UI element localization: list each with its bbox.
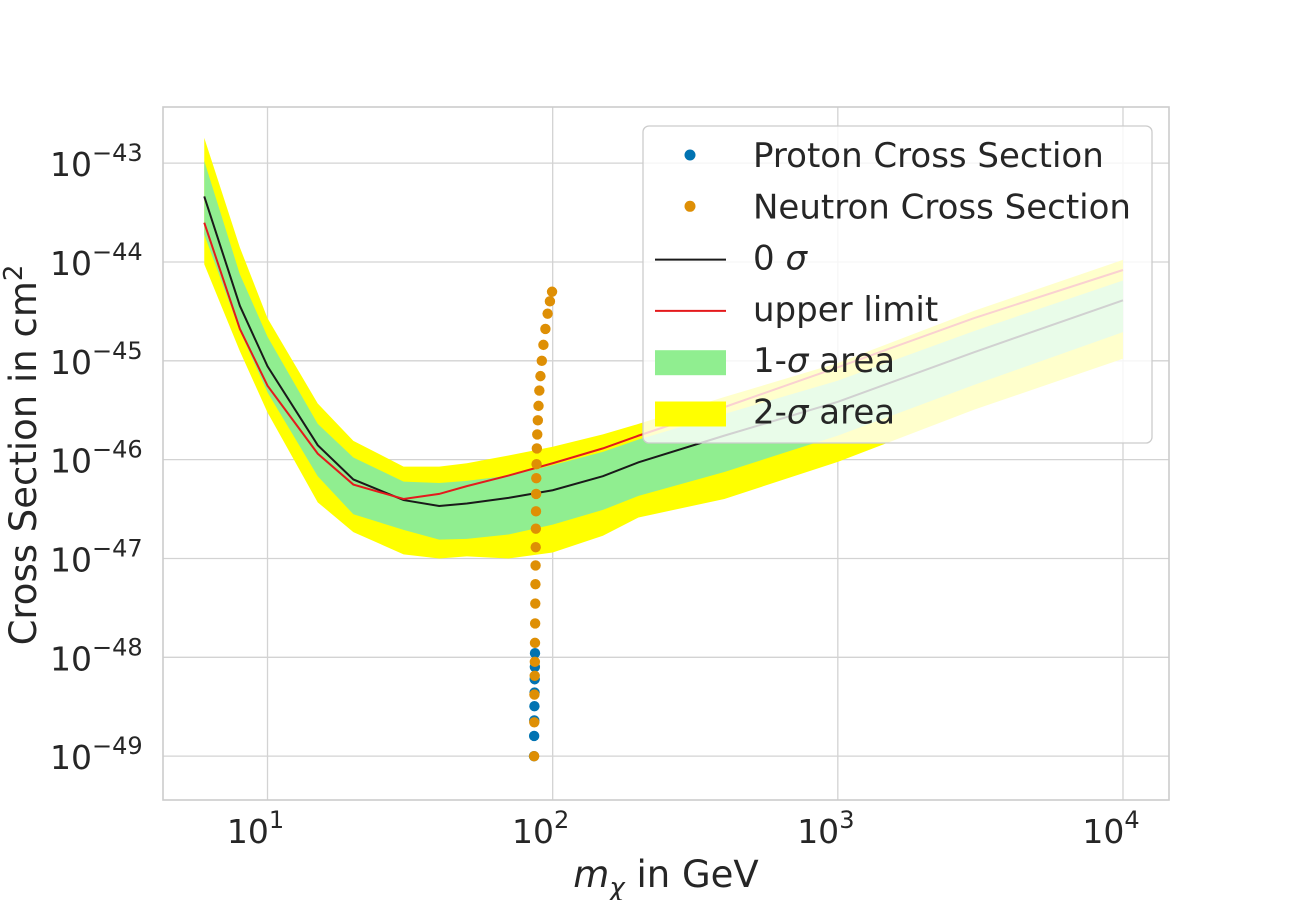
legend-label-2-area: 2-σ area [753,393,895,433]
neutron-point [529,637,541,649]
y-tick-label: 10−45 [50,337,143,382]
legend-label-proton-cross-section: Proton Cross Section [753,136,1104,176]
neutron-point [533,400,544,412]
neutron-point [529,689,540,700]
legend-label-upper-limit: upper limit [753,290,938,330]
neutron-point [531,443,543,454]
neutron-point [542,308,553,319]
x-tick-labels: 101 102 103 104 [227,806,1140,851]
neutron-point [546,286,558,297]
neutron-point [536,355,548,367]
proton-point [529,648,541,659]
legend-marker-proton-cross-section [684,149,696,161]
legend-patch-2-area [655,401,726,427]
neutron-point [534,385,545,396]
x-tick-label: 104 [1082,806,1139,851]
neutron-point [530,542,541,553]
y-tick-label: 10−44 [50,238,143,283]
neutron-point [532,415,544,426]
neutron-point [530,506,542,517]
cross-section-points [528,286,558,762]
plot-frame [162,106,1170,801]
y-tick-label: 10−47 [50,534,143,579]
neutron-point [531,472,542,484]
x-axis-label: mχ in GeV [573,853,758,900]
y-tick-labels: 10−43 10−44 10−45 10−46 10−47 10−48 10−49 [50,139,143,777]
neutron-point [530,598,541,609]
neutron-point [529,618,541,629]
neutron-point [529,717,540,728]
neutron-point [529,656,541,668]
legend-marker-neutron-cross-section [684,200,696,212]
x-tick-label: 102 [512,806,569,851]
neutron-point [531,458,542,470]
neutron-point [540,323,551,335]
legend-box [642,125,1153,444]
legend-label-neutron-cross-section: Neutron Cross Section [753,187,1131,227]
y-tick-label: 10−48 [50,633,143,678]
x-tick-label: 101 [227,806,284,851]
neutron-point [530,560,541,571]
legend-patch-1-area [655,350,726,376]
neutron-point [528,750,540,762]
neutron-point [544,296,556,307]
legend-label-1-area: 1-σ area [753,341,895,381]
neutron-point [529,670,540,682]
neutron-point [530,523,542,534]
neutron-point [538,339,549,351]
y-axis-label: Cross Section in cm2 [0,265,45,646]
neutron-point [535,370,546,382]
y-tick-label: 10−43 [50,139,143,184]
proton-point [528,730,540,742]
x-tick-label: 103 [797,806,854,851]
y-tick-label: 10−49 [50,732,143,777]
neutron-point [530,578,541,590]
neutron-point [530,488,542,500]
legend: Proton Cross Section Neutron Cross Sectio… [642,125,1153,444]
neutron-point [532,429,543,440]
y-tick-label: 10−46 [50,436,143,481]
proton-point [529,701,540,712]
legend-label-zero-sigma: 0 σ [753,239,808,279]
